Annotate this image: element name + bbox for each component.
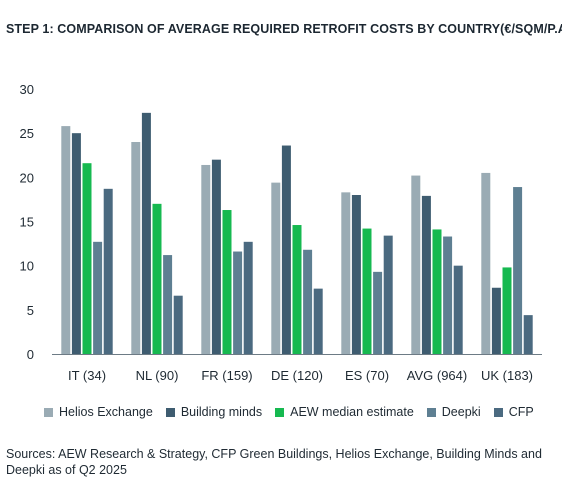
bar-aew-median-estimate-es xyxy=(362,228,372,354)
legend-swatch xyxy=(275,407,285,417)
bar-cfp-uk xyxy=(523,315,533,354)
bar-cfp-fr xyxy=(243,241,253,354)
bar-helios-exchange-uk xyxy=(481,172,491,354)
bar-cfp-it xyxy=(103,188,113,354)
source-note: Sources: AEW Research & Strategy, CFP Gr… xyxy=(6,447,542,477)
legend-label: CFP xyxy=(508,405,534,419)
legend-label: Helios Exchange xyxy=(59,405,153,419)
bar-building-minds-nl xyxy=(141,112,151,354)
legend-swatch xyxy=(493,407,503,417)
bar-building-minds-it xyxy=(71,133,81,354)
legend: Helios Exchange Building minds AEW median … xyxy=(44,405,547,419)
x-tick-label: NL (90) xyxy=(136,368,179,383)
bar-helios-exchange-avg xyxy=(411,175,421,354)
bar-deepki-es xyxy=(373,271,383,354)
legend-label: Building minds xyxy=(180,405,263,419)
legend-item: AEW median estimate xyxy=(275,405,414,419)
y-tick-label: 0 xyxy=(27,347,34,362)
bar-building-minds-fr xyxy=(211,159,221,354)
bar-deepki-uk xyxy=(513,187,523,354)
y-tick-label: 25 xyxy=(20,126,34,141)
bar-helios-exchange-nl xyxy=(131,142,141,354)
bar-marks xyxy=(61,112,533,354)
bar-aew-median-estimate-de xyxy=(292,225,302,354)
legend-label: Deepki xyxy=(441,405,481,419)
y-tick-label: 20 xyxy=(20,170,34,185)
bar-cfp-de xyxy=(313,288,323,354)
x-tick-label: ES (70) xyxy=(345,368,389,383)
legend-swatch xyxy=(426,407,436,417)
y-tick-label: 15 xyxy=(20,215,34,230)
legend-item: Building minds xyxy=(165,405,263,419)
bar-cfp-es xyxy=(383,235,393,354)
bar-aew-median-estimate-nl xyxy=(152,203,162,354)
y-tick-label: 10 xyxy=(20,259,34,274)
legend-swatch xyxy=(165,407,175,417)
bar-building-minds-es xyxy=(351,195,361,354)
bar-cfp-nl xyxy=(173,295,183,354)
bar-deepki-de xyxy=(303,249,313,354)
bar-deepki-avg xyxy=(443,236,453,354)
y-axis-ticks: 0 5 10 15 20 25 30 xyxy=(20,82,34,362)
x-tick-label: FR (159) xyxy=(201,368,252,383)
bar-building-minds-uk xyxy=(491,287,501,354)
bar-aew-median-estimate-fr xyxy=(222,210,232,354)
x-axis-ticks: IT (34) NL (90) FR (159) DE (120) ES (70) AVG… xyxy=(68,368,533,383)
bar-deepki-nl xyxy=(163,255,173,354)
bar-aew-median-estimate-it xyxy=(82,163,92,354)
bar-aew-median-estimate-avg xyxy=(432,229,442,354)
legend-item: CFP xyxy=(493,405,534,419)
bar-helios-exchange-de xyxy=(271,182,281,354)
bar-chart: 0 5 10 15 20 25 30 IT (34) NL (90) FR (159) DE (1… xyxy=(20,82,542,383)
bar-cfp-avg xyxy=(453,265,463,354)
legend-item: Deepki xyxy=(426,405,481,419)
bar-building-minds-de xyxy=(281,145,291,354)
legend-label: AEW median estimate xyxy=(290,405,414,419)
bar-building-minds-avg xyxy=(421,195,431,354)
bar-aew-median-estimate-uk xyxy=(502,267,512,354)
y-tick-label: 5 xyxy=(27,303,34,318)
bar-helios-exchange-it xyxy=(61,126,71,354)
x-tick-label: DE (120) xyxy=(271,368,323,383)
bar-helios-exchange-es xyxy=(341,192,351,354)
x-tick-label: AVG (964) xyxy=(407,368,467,383)
bar-deepki-it xyxy=(93,241,103,354)
x-tick-label: UK (183) xyxy=(481,368,533,383)
legend-swatch xyxy=(44,407,53,417)
x-tick-label: IT (34) xyxy=(68,368,106,383)
bar-helios-exchange-fr xyxy=(201,164,211,354)
bar-deepki-fr xyxy=(233,251,243,354)
legend-item: Helios Exchange xyxy=(44,405,153,419)
chart-title: STEP 1: COMPARISON OF AVERAGE REQUIRED R… xyxy=(6,22,562,36)
y-tick-label: 30 xyxy=(20,82,34,97)
